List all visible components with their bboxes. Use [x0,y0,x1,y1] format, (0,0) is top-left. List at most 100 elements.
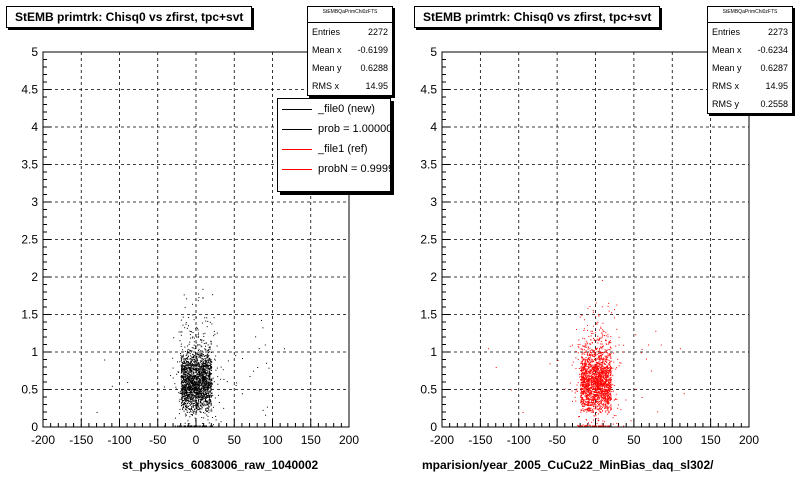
scatter-point [608,391,610,393]
scatter-point [189,369,191,371]
scatter-point [593,397,595,399]
scatter-point [593,373,595,375]
scatter-point [586,371,588,373]
scatter-point [581,376,583,378]
scatter-point [609,349,611,351]
scatter-point [203,365,205,367]
scatter-point [587,358,589,360]
scatter-point [203,394,205,396]
scatter-point [582,390,584,392]
scatter-point [196,397,198,399]
scatter-point [588,408,590,410]
scatter-point [208,382,210,384]
scatter-point [199,386,201,388]
scatter-point [602,374,604,376]
scatter-point [602,398,604,400]
scatter-point [264,344,266,346]
scatter-point [205,388,207,390]
scatter-point [197,400,199,402]
scatter-point [588,366,590,368]
scatter-point [186,395,188,397]
scatter-point [183,388,185,390]
scatter-point [602,368,604,370]
scatter-point [190,382,192,384]
scatter-point [605,397,607,399]
scatter-point [606,403,608,405]
scatter-point [183,369,185,371]
scatter-point [187,399,189,401]
scatter-point [583,345,585,347]
scatter-point [604,367,606,369]
scatter-point [603,397,605,399]
scatter-point [584,389,586,391]
x-tick-label: -200 [31,433,55,447]
scatter-point [206,364,208,366]
scatter-point [184,387,186,389]
x-tick-label: -50 [548,433,566,447]
scatter-point [609,361,611,363]
scatter-point [199,382,201,384]
scatter-point [585,370,587,372]
scatter-point [593,381,595,383]
scatter-point [588,358,590,360]
scatter-point [196,384,198,386]
scatter-point [588,353,590,355]
scatter-point [648,344,650,346]
scatter-point [183,400,185,402]
scatter-point [609,389,611,391]
scatter-point [184,371,186,373]
scatter-point [190,403,192,405]
scatter-point [192,372,194,374]
scatter-point [591,388,593,390]
scatter-point [581,366,583,368]
scatter-point [197,389,199,391]
scatter-point [610,367,612,369]
scatter-point [598,383,600,385]
scatter-point [588,379,590,381]
scatter-point [601,380,603,382]
scatter-point [220,366,222,368]
scatter-point [596,367,598,369]
scatter-point [593,406,595,408]
scatter-point [197,402,199,404]
scatter-point [191,380,193,382]
scatter-point [188,378,190,380]
scatter-point [190,399,192,401]
scatter-point [586,380,588,382]
scatter-point [609,400,611,402]
scatter-point [195,328,197,330]
scatter-point [187,366,189,368]
scatter-point [598,399,600,401]
scatter-point [586,393,588,395]
scatter-point [195,353,197,355]
scatter-point [587,324,589,326]
scatter-point [181,397,183,399]
scatter-point [203,378,205,380]
scatter-point [589,347,591,349]
scatter-point [609,363,611,365]
scatter-point [190,408,192,410]
scatter-point [208,400,210,402]
scatter-point [598,314,600,316]
scatter-point [586,352,588,354]
scatter-point [584,367,586,369]
scatter-point [206,414,208,416]
scatter-point [195,383,197,385]
scatter-point [190,394,192,396]
scatter-point [200,395,202,397]
scatter-point [606,392,608,394]
scatter-point [201,408,203,410]
scatter-point [210,340,212,342]
scatter-point [185,365,187,367]
scatter-point [194,363,196,365]
scatter-point [598,365,600,367]
scatter-point [204,372,206,374]
scatter-point [601,423,603,425]
scatter-point [596,322,598,324]
scatter-point [588,383,590,385]
scatter-point [173,337,175,339]
scatter-point [587,360,589,362]
scatter-point [202,358,204,360]
scatter-point [198,390,200,392]
scatter-point [598,390,600,392]
